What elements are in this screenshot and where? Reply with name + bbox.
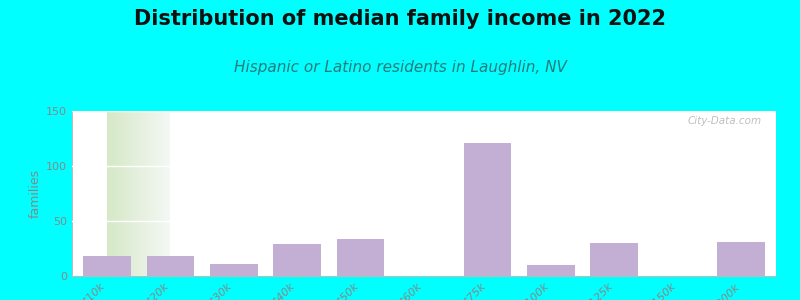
Bar — [718, 242, 765, 276]
Bar — [464, 143, 511, 276]
Bar — [274, 244, 321, 276]
Bar — [590, 243, 638, 276]
Text: Distribution of median family income in 2022: Distribution of median family income in … — [134, 9, 666, 29]
Bar — [83, 256, 130, 276]
Text: Hispanic or Latino residents in Laughlin, NV: Hispanic or Latino residents in Laughlin… — [234, 60, 566, 75]
Y-axis label: families: families — [29, 169, 42, 218]
Bar — [146, 256, 194, 276]
Bar — [527, 265, 574, 276]
Bar — [337, 238, 384, 276]
Text: City-Data.com: City-Data.com — [688, 116, 762, 126]
Bar — [210, 264, 258, 276]
